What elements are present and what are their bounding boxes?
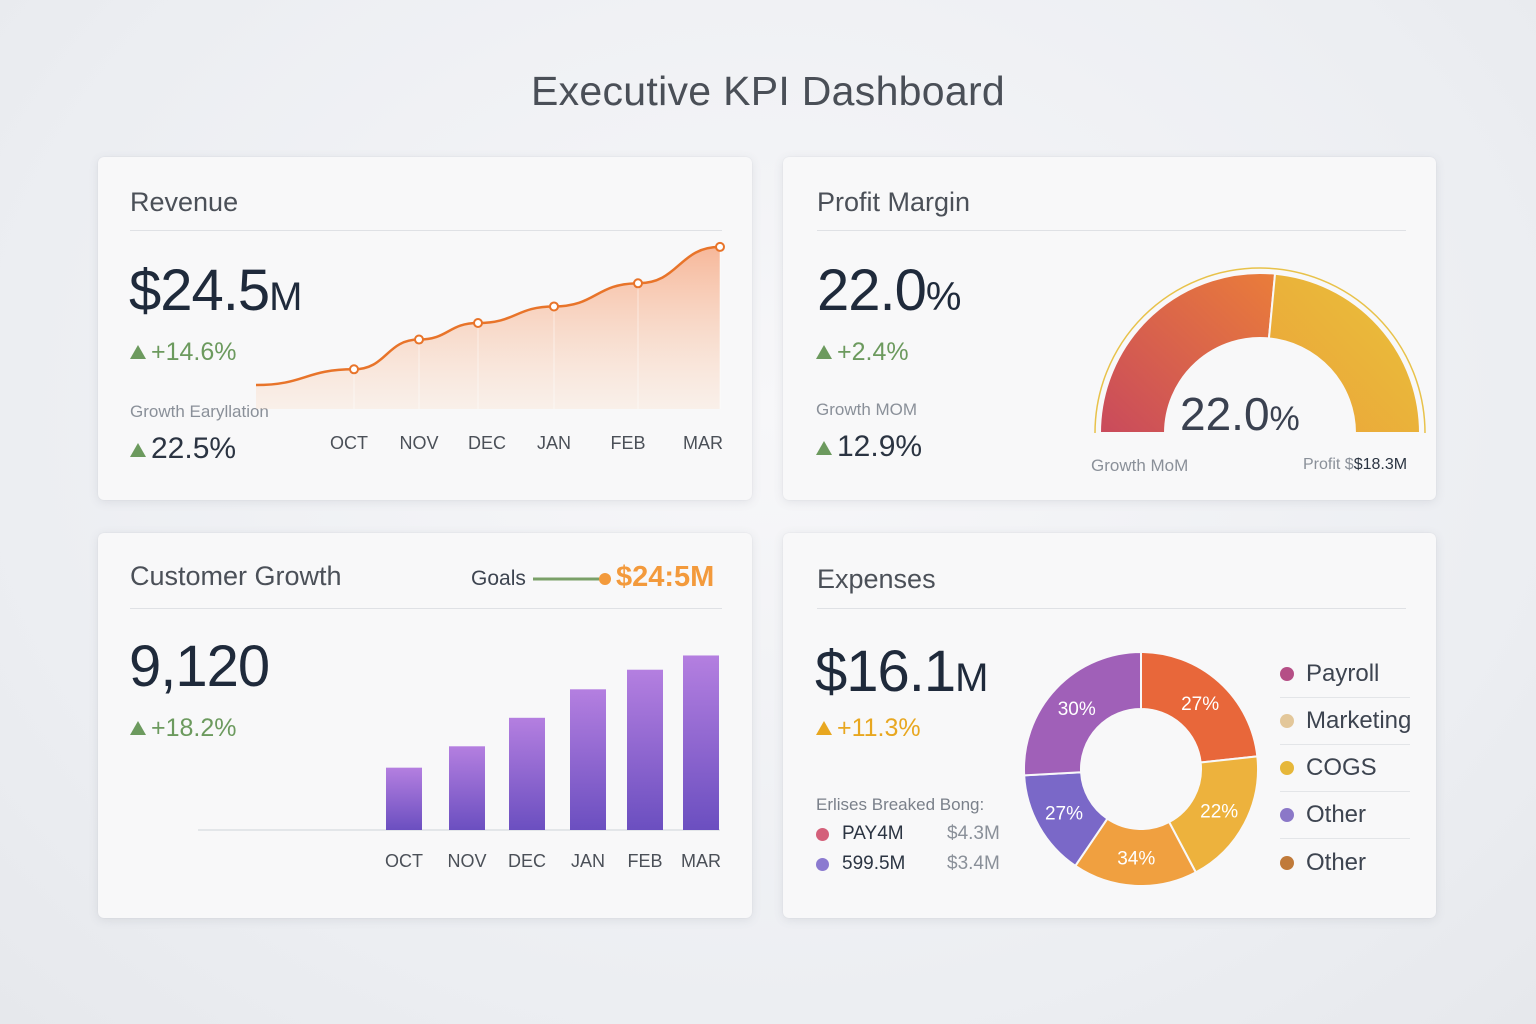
legend-item: COGS	[1280, 745, 1410, 792]
revenue-data-point	[549, 301, 559, 312]
up-triangle-icon	[130, 721, 146, 735]
expenses-title: Expenses	[817, 564, 936, 594]
revenue-data-point	[349, 364, 359, 375]
profit-gauge-chart	[1094, 267, 1426, 434]
goals-value: $24:5M	[616, 561, 715, 593]
up-triangle-icon	[130, 345, 146, 359]
customer-growth-divider	[130, 608, 722, 609]
legend-item: Other	[1280, 839, 1410, 886]
customer-growth-bar	[386, 767, 422, 830]
customer-growth-bar-chart: OCT NOV DEC JAN FEB MAR	[198, 655, 721, 871]
customer-growth-x-tick-label: OCT	[385, 851, 423, 871]
customer-growth-card: Customer Growth Goals $24:5M 9,120 +18.2…	[98, 533, 752, 918]
customer-growth-bar	[449, 746, 485, 830]
expenses-card: Expenses $16.1M +11.3% Erlises Breaked B…	[783, 533, 1436, 918]
customer-growth-bar	[683, 655, 719, 830]
breakdown-dot-icon	[816, 827, 829, 841]
revenue-card: Revenue $24.5M +14.6% Growth Earyllation…	[98, 157, 752, 500]
profit-delta: +2.4%	[816, 338, 909, 367]
legend-item: Other	[1280, 792, 1410, 839]
gauge-outer-ring	[1094, 267, 1426, 434]
customer-growth-value: 9,120	[129, 634, 270, 699]
expenses-slice-label: 27%	[1181, 694, 1219, 715]
revenue-data-point	[473, 318, 483, 328]
breakdown-dot-icon	[816, 857, 829, 871]
gauge-left-label: Growth MoM	[1091, 456, 1189, 475]
legend-dot-icon	[1280, 714, 1294, 728]
expenses-slice-label: 22%	[1200, 801, 1238, 822]
customer-growth-x-tick-label: JAN	[571, 851, 605, 871]
customer-growth-bar	[509, 717, 545, 830]
expenses-slice-label: 34%	[1117, 848, 1155, 869]
revenue-data-point	[414, 334, 424, 345]
revenue-divider	[130, 230, 722, 231]
expenses-donut-chart: 27% 22% 34% 27% 30%	[1023, 650, 1259, 887]
revenue-x-tick-label: MAR	[683, 433, 723, 453]
donut-hole	[1081, 709, 1201, 829]
revenue-sub-value: 22.5%	[130, 432, 236, 466]
up-triangle-icon	[816, 721, 832, 735]
legend-label: Other	[1306, 848, 1367, 876]
profit-sub-value: 12.9%	[816, 430, 922, 464]
revenue-data-point	[715, 241, 725, 252]
legend-label: Marketing	[1306, 707, 1412, 734]
gauge-center-value: 22.0%	[1180, 388, 1300, 440]
breakdown-title: Erlises Breaked Bong:	[816, 795, 985, 814]
breakdown-row: PAY4M $4.3M	[816, 823, 1000, 845]
dashboard-title: Executive KPI Dashboard	[530, 68, 1006, 114]
revenue-x-tick-label: OCT	[330, 433, 368, 453]
revenue-x-tick-label: FEB	[610, 433, 645, 453]
goals-label: Goals	[471, 567, 526, 590]
profit-divider	[817, 230, 1406, 231]
customer-growth-x-tick-label: FEB	[627, 851, 662, 871]
revenue-delta: +14.6%	[130, 338, 237, 367]
expenses-legend: Payroll Marketing COGS Other Other	[1280, 651, 1412, 886]
legend-dot-icon	[1280, 667, 1294, 681]
expenses-divider	[817, 608, 1406, 609]
revenue-sub-label: Growth Earyllation	[130, 402, 269, 421]
revenue-x-tick-label: DEC	[468, 433, 506, 453]
goals-line-icon	[533, 573, 611, 585]
customer-growth-title: Customer Growth	[130, 561, 342, 591]
legend-dot-icon	[1280, 808, 1294, 822]
revenue-x-tick-label: NOV	[399, 433, 438, 453]
customer-growth-delta: +18.2%	[130, 714, 237, 743]
expenses-delta: +11.3%	[816, 714, 921, 743]
revenue-area-fill	[256, 246, 720, 409]
legend-item: Marketing	[1280, 698, 1412, 745]
gauge-segment	[1098, 272, 1277, 434]
legend-label: Payroll	[1306, 660, 1380, 687]
customer-growth-x-tick-label: MAR	[681, 851, 721, 871]
profit-sub-label: Growth MOM	[816, 400, 918, 419]
customer-growth-x-tick-label: DEC	[508, 851, 546, 871]
legend-label: COGS	[1306, 754, 1377, 781]
gauge-segment	[1267, 272, 1422, 434]
revenue-title: Revenue	[130, 187, 239, 217]
legend-dot-icon	[1280, 855, 1294, 870]
profit-title: Profit Margin	[817, 187, 971, 217]
revenue-x-tick-label: JAN	[537, 433, 571, 453]
legend-label: Other	[1306, 801, 1367, 828]
legend-item: Payroll	[1280, 651, 1410, 698]
profit-card: Profit Margin 22.0% +2.4% Growth MOM 12.…	[783, 157, 1436, 500]
customer-growth-bar	[570, 689, 606, 830]
gauge-right-label: Profit $$18.3M	[1303, 456, 1408, 473]
profit-value: 22.0%	[817, 258, 961, 323]
customer-growth-bar	[627, 669, 663, 830]
up-triangle-icon	[130, 443, 146, 457]
up-triangle-icon	[816, 345, 832, 359]
expenses-slice-label: 30%	[1058, 699, 1096, 720]
revenue-value: $24.5M	[129, 258, 302, 323]
expenses-slice-label: 27%	[1045, 804, 1083, 825]
expenses-value: $16.1M	[815, 639, 988, 704]
customer-growth-x-tick-label: NOV	[447, 851, 486, 871]
legend-dot-icon	[1280, 761, 1294, 775]
up-triangle-icon	[816, 441, 832, 455]
revenue-data-point	[633, 278, 643, 289]
breakdown-row: 599.5M $3.4M	[816, 853, 1000, 875]
revenue-area-chart: OCT NOV DEC JAN FEB MAR	[255, 241, 725, 453]
